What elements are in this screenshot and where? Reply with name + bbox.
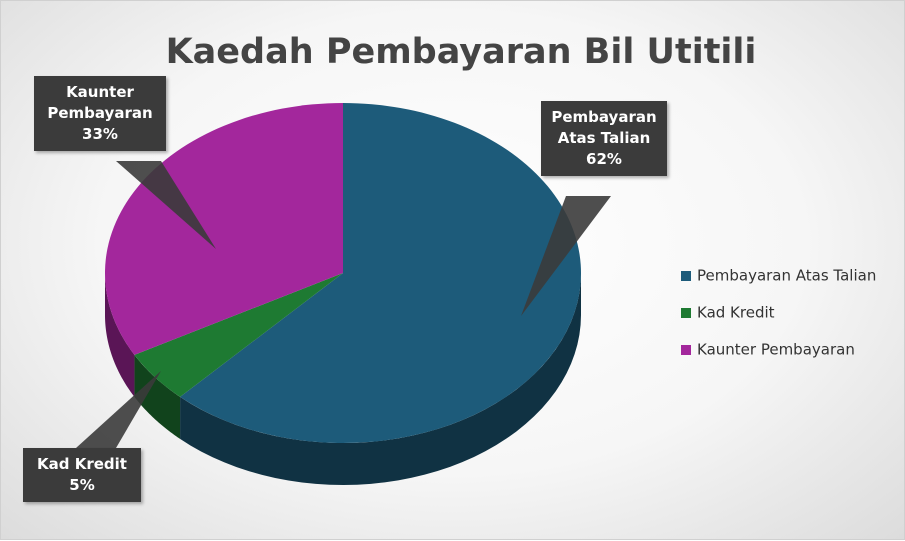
data-label-name: Pembayaran Atas Talian [551, 108, 657, 147]
legend-swatch [681, 345, 691, 355]
chart-title: Kaedah Pembayaran Bil Utitili [166, 32, 757, 72]
pie-slice-side [180, 273, 581, 485]
legend-label: Kaunter Pembayaran [697, 341, 855, 359]
data-label: Kaunter Pembayaran 33% [34, 76, 166, 151]
data-label-name: Kad Kredit [37, 455, 127, 473]
data-label-name: Kaunter Pembayaran [47, 83, 153, 122]
legend-label: Pembayaran Atas Talian [697, 267, 876, 285]
pie-slice [134, 273, 343, 397]
data-label-value: 5% [69, 476, 95, 494]
pie-slice-side [105, 273, 135, 397]
pie-slice-side [134, 354, 181, 439]
callout-pointer [76, 371, 161, 448]
legend-swatch [681, 271, 691, 281]
data-label: Kad Kredit 5% [23, 448, 141, 502]
legend-swatch [681, 308, 691, 318]
callout-pointer [116, 161, 216, 249]
callout-pointer [521, 196, 611, 316]
legend-label: Kad Kredit [697, 304, 775, 322]
data-label-value: 62% [586, 150, 622, 168]
data-label: Pembayaran Atas Talian 62% [541, 101, 667, 176]
pie-slice [180, 103, 582, 443]
data-label-value: 33% [82, 125, 118, 143]
pie-slice [104, 103, 344, 355]
